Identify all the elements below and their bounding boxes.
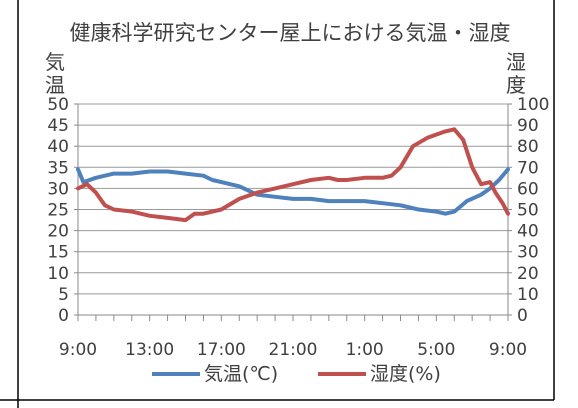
y-right-tick-label: 70: [517, 158, 539, 178]
series: [76, 127, 510, 223]
y-right-tick-label: 50: [517, 201, 539, 221]
y-left-tick-label: 30: [47, 179, 69, 199]
x-tick-label: 17:00: [197, 340, 246, 360]
y-left-tick-label: 35: [47, 158, 69, 178]
x-tick-label: 13:00: [125, 340, 174, 360]
x-tick-label: 9:00: [59, 340, 97, 360]
y-left-tick-label: 5: [58, 285, 69, 305]
gridlines: [78, 103, 508, 295]
series-line-temperature: [76, 167, 510, 216]
x-ticks: 9:00 13:00 17:00 21:00 1:00 5:00 9:00: [59, 340, 527, 360]
y-right-tick-label: 10: [517, 285, 539, 305]
legend-label: 湿度(%): [370, 363, 441, 385]
y-left-tick-label: 50: [47, 95, 69, 115]
y-left-tick-label: 25: [47, 201, 69, 221]
x-tick-label: 1:00: [346, 340, 384, 360]
y-left-tick-label: 20: [47, 222, 69, 242]
y-right-tick-label: 80: [517, 137, 539, 157]
x-tick-label: 5:00: [417, 340, 455, 360]
chart-title: 健康科学研究センター屋上における気温・湿度: [70, 21, 511, 45]
y-right-tick-label: 30: [517, 243, 539, 263]
legend: 気温(℃) 湿度(%): [152, 363, 441, 385]
y-right-tick-label: 90: [517, 116, 539, 136]
y-right-tick-label: 40: [517, 222, 539, 242]
y-right-tick-label: 100: [517, 95, 549, 115]
y-left-tick-label: 40: [47, 137, 69, 157]
y-right-tick-label: 60: [517, 179, 539, 199]
x-tick-label: 21:00: [269, 340, 318, 360]
y-right-tick-label: 0: [517, 306, 528, 326]
y-left-label-1: 気: [45, 50, 65, 74]
y-left-tick-label: 15: [47, 243, 69, 263]
series-line-humidity: [76, 127, 510, 223]
y-left-tick-label: 0: [58, 306, 69, 326]
y-right-tick-label: 20: [517, 264, 539, 284]
y-left-tick-label: 45: [47, 116, 69, 136]
y-left-label-2: 温: [45, 73, 65, 97]
y-right-label-1: 湿: [506, 50, 526, 74]
x-tick-label: 9:00: [489, 340, 527, 360]
y-left-tick-label: 10: [47, 264, 69, 284]
legend-label: 気温(℃): [204, 363, 278, 385]
y-right-label-2: 度: [506, 73, 526, 97]
